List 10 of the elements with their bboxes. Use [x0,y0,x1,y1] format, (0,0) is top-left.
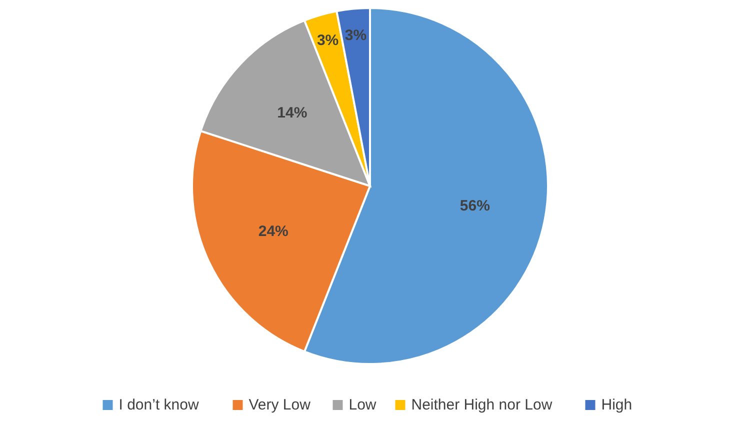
legend-label: Very Low [248,396,311,414]
data-label: 56% [460,198,490,215]
data-label: 3% [344,26,367,44]
legend-label: High [601,396,632,414]
data-label: 24% [258,222,288,240]
data-label: 3% [316,32,339,50]
legend-label: Neither High nor Low [411,396,552,414]
legend-label: I don’t know [118,396,199,414]
data-label: 14% [277,104,308,122]
legend-label: Low [348,396,376,414]
